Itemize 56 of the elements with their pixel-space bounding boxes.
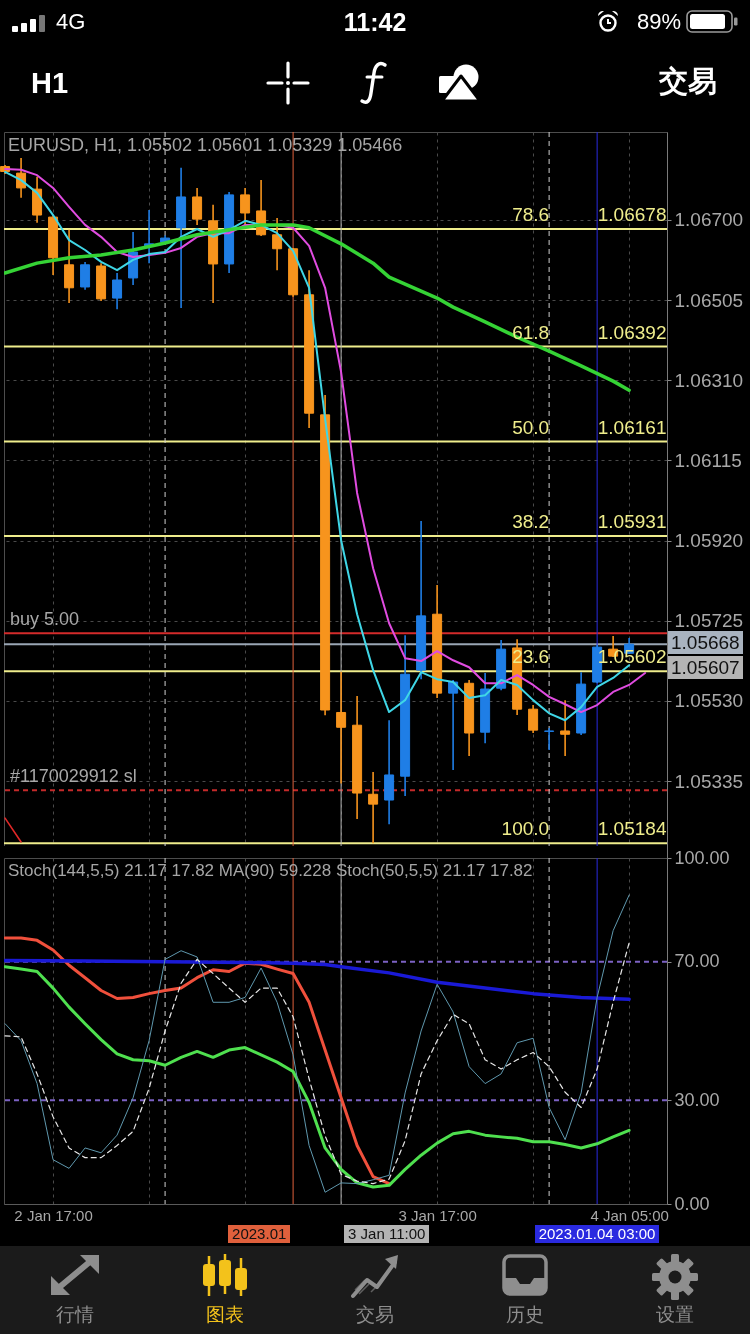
candlestick	[112, 272, 123, 310]
text: 1.05668	[668, 631, 743, 654]
y-tick-label: 1.05920	[674, 530, 744, 552]
y-tick-label: 0.00	[674, 1193, 710, 1214]
y-tick-label: 70.00	[674, 951, 720, 972]
text: 历史	[506, 1304, 544, 1326]
annotation: 100.0	[501, 818, 550, 840]
ref-line-label: buy 5.00	[10, 609, 80, 630]
ref-line-label: 3 Jan 11:00	[344, 1225, 430, 1243]
ref-line-label: 2023.01	[228, 1225, 291, 1243]
text: 11:42	[343, 8, 407, 37]
candlestick	[240, 187, 251, 226]
line-series	[4, 894, 630, 1193]
annotation: 1.05931	[597, 511, 667, 533]
y-tick-label: 1.06115	[674, 449, 742, 471]
text: 1.05607	[668, 656, 743, 679]
candlestick	[272, 217, 283, 271]
candlestick	[192, 187, 203, 226]
line-series	[4, 936, 391, 1186]
candlestick	[560, 699, 571, 757]
text: 设置	[656, 1304, 694, 1326]
y-tick-label: 1.06505	[674, 289, 744, 311]
candlestick	[528, 704, 539, 734]
ref-line-label: #1170029912 sl	[10, 766, 137, 787]
y-tick-label: 1.05530	[674, 690, 744, 712]
y-tick-label: 1.05725	[674, 610, 744, 632]
y-tick-label: 1.06700	[674, 209, 744, 231]
y-tick-label: 1.06310	[674, 369, 744, 391]
annotation: 38.2	[512, 511, 550, 533]
annotation: 1.06678	[597, 204, 667, 226]
text: 交易	[356, 1304, 394, 1326]
text: 图表	[206, 1304, 244, 1326]
y-tick-label: 30.00	[674, 1089, 720, 1110]
text: H1	[31, 67, 69, 101]
x-tick-label: 3 Jan 17:00	[398, 1206, 477, 1224]
x-tick-label: 2 Jan 17:00	[14, 1206, 93, 1224]
candlestick	[368, 771, 379, 844]
y-tick-label: 1.05335	[674, 770, 744, 792]
candlestick	[64, 229, 75, 304]
annotation: 61.8	[512, 321, 550, 343]
annotation: 1.06161	[597, 416, 667, 438]
annotation: 50.0	[512, 416, 550, 438]
text: 交易	[659, 65, 717, 99]
text: 行情	[56, 1304, 94, 1326]
candlestick	[544, 727, 555, 751]
annotation: 1.06392	[597, 321, 667, 343]
candlestick	[336, 670, 347, 785]
line-series	[4, 958, 631, 1001]
candlestick	[80, 261, 91, 291]
annotation: 1.05184	[597, 818, 667, 840]
ref-line-label: 2023.01.04 03:00	[534, 1225, 660, 1243]
x-tick-label: 4 Jan 05:00	[590, 1206, 669, 1224]
text: 4G	[56, 9, 86, 35]
annotation: 78.6	[512, 204, 550, 226]
y-tick-label: 100.00	[674, 847, 730, 868]
text: 89%	[636, 9, 681, 35]
